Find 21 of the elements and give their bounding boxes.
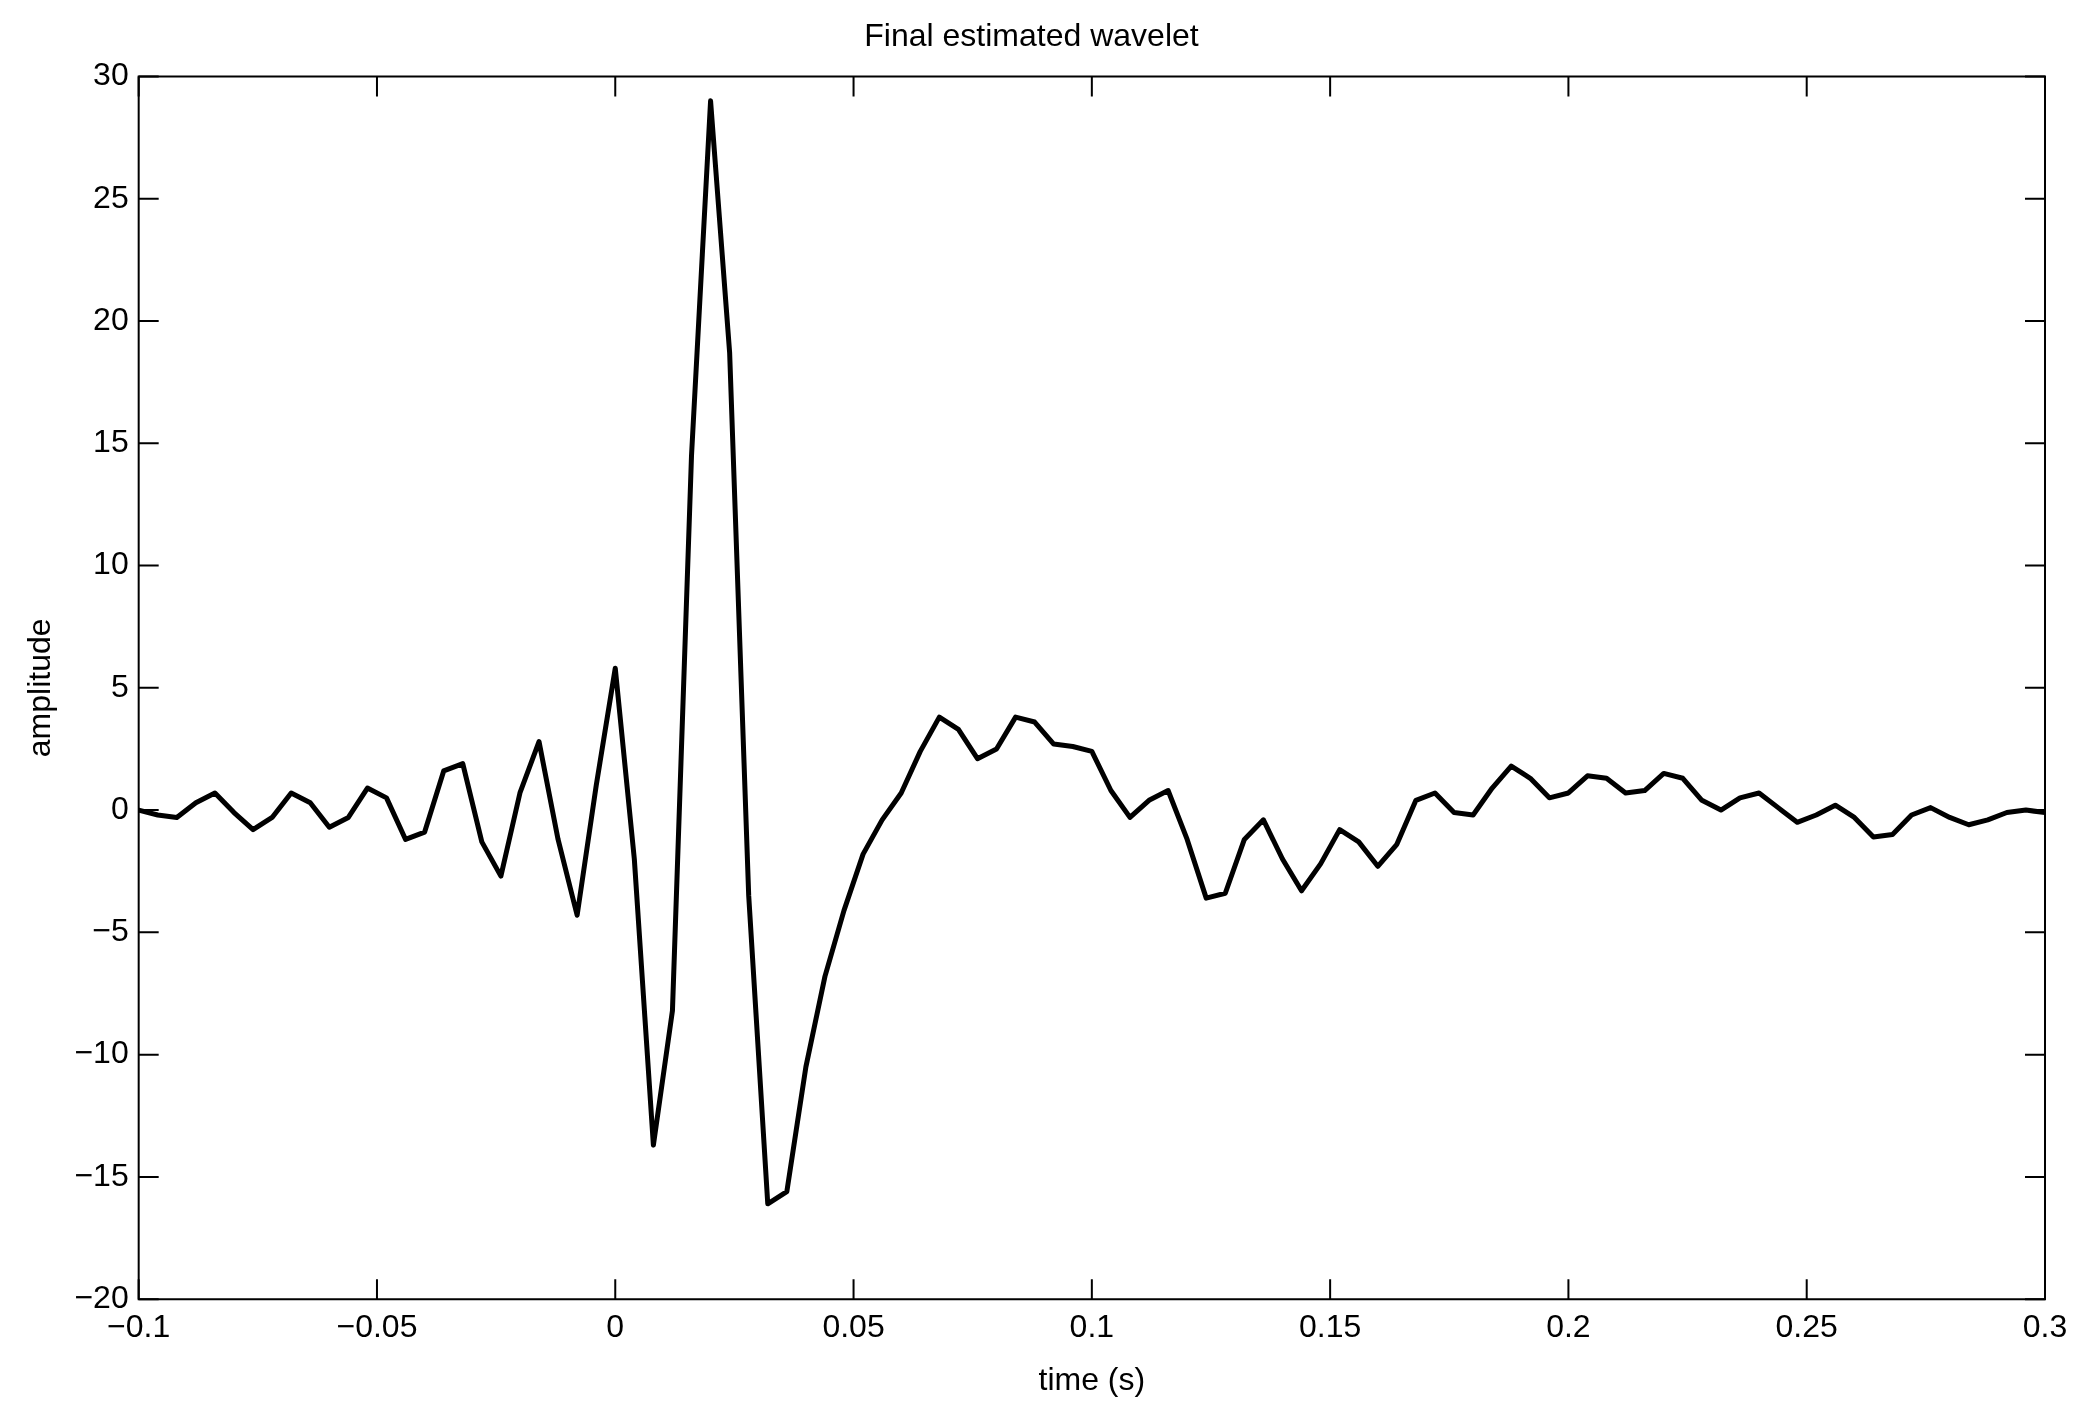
- y-tick-label: 25: [93, 178, 129, 215]
- y-tick-label: 5: [110, 667, 129, 704]
- y-tick-label: −10: [74, 1034, 129, 1071]
- x-tick-label: 0.3: [2022, 1308, 2068, 1345]
- x-tick-label: 0.05: [822, 1308, 885, 1345]
- x-tick-label: 0.15: [1298, 1308, 1362, 1345]
- chart-title: Final estimated wavelet: [864, 17, 1199, 54]
- y-tick-label: 0: [110, 789, 129, 826]
- x-tick-label: 0.1: [1069, 1308, 1115, 1345]
- y-axis-title: amplitude: [21, 618, 58, 758]
- x-tick-label: 0.2: [1546, 1308, 1591, 1345]
- y-tick-label: 15: [93, 423, 129, 460]
- y-tick-label: 10: [93, 545, 129, 582]
- x-tick-label: −0.05: [336, 1308, 418, 1345]
- y-tick-label: −15: [74, 1156, 129, 1193]
- x-axis-title: time (s): [1038, 1360, 1146, 1397]
- y-tick-label: 30: [93, 56, 129, 93]
- x-tick-label: 0: [606, 1308, 625, 1345]
- y-tick-label: 20: [93, 300, 129, 337]
- y-tick-label: −5: [92, 912, 129, 949]
- x-tick-label: 0.25: [1775, 1308, 1838, 1345]
